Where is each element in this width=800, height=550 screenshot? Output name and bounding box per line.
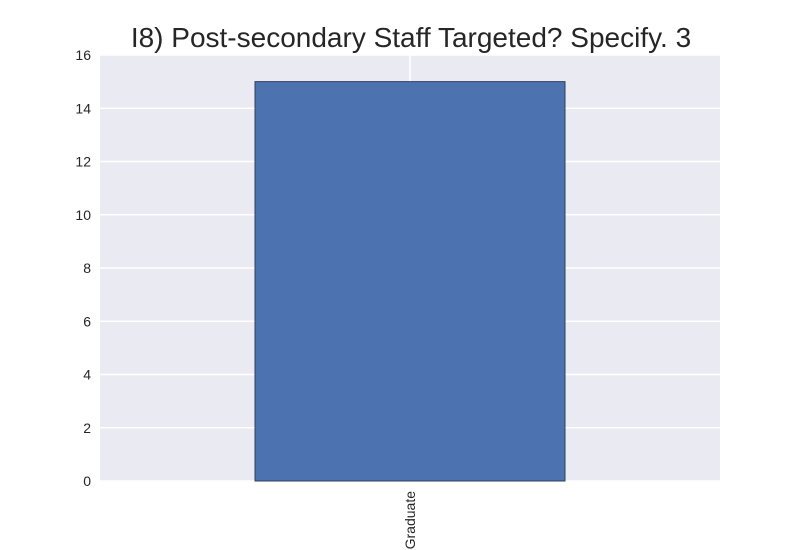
chart-title: I8) Post-secondary Staff Targeted? Speci… (130, 22, 692, 53)
y-tick-label: 10 (75, 207, 91, 223)
x-tick-label: Graduate (402, 491, 418, 550)
bar-graduate (254, 81, 566, 482)
y-tick-label: 16 (75, 47, 91, 63)
y-tick-label: 0 (83, 473, 91, 489)
y-tick-label: 2 (83, 420, 91, 436)
y-tick-label: 4 (83, 367, 91, 383)
y-tick-label: 12 (75, 154, 91, 170)
y-tick-label: 8 (83, 260, 91, 276)
y-tick-label: 6 (83, 313, 91, 329)
y-tick-label: 14 (75, 100, 91, 116)
